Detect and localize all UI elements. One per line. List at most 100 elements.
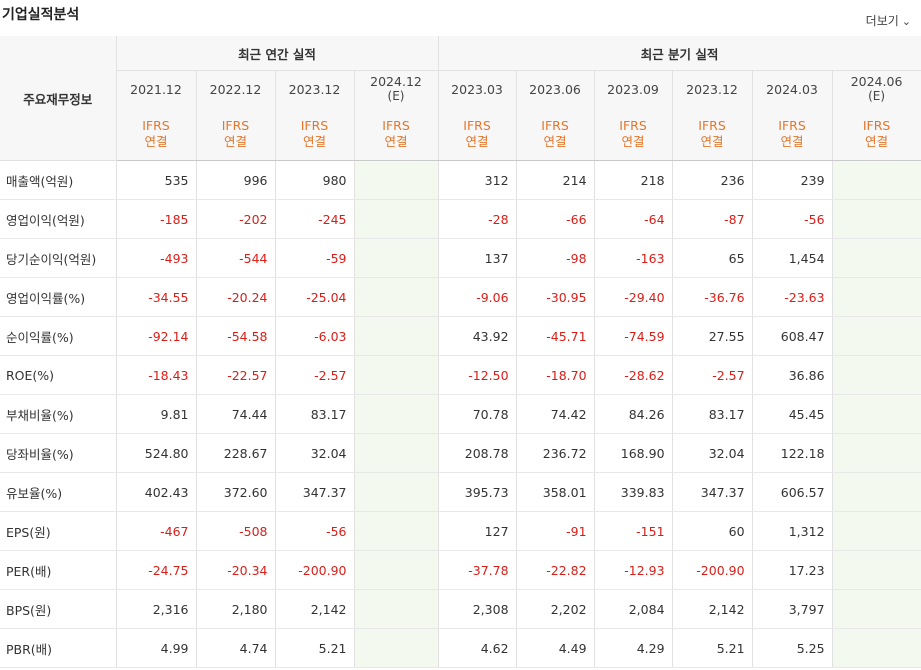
row-label: 영업이익(억원): [0, 199, 117, 239]
table-body: 매출액(억원) 535 996 980 312 214 218 236 239 영업이익(억원) -…: [0, 160, 921, 668]
row-header-label: 주요재무정보: [0, 36, 117, 161]
basis-label: 연결: [780, 133, 804, 149]
value-cell: -22.82: [516, 550, 595, 590]
table-row: 유보율(%) 402.43 372.60 347.37 395.73 358.01 339.…: [0, 472, 921, 512]
basis-label: 연결: [144, 133, 168, 149]
table-row: 매출액(억원) 535 996 980 312 214 218 236 239: [0, 160, 921, 200]
value-cell: -18.43: [116, 355, 197, 395]
value-cell: [832, 355, 921, 395]
value-cell: 524.80: [116, 433, 197, 473]
accounting-standard: IFRS 연결: [438, 107, 517, 161]
row-label: 매출액(억원): [0, 160, 117, 200]
value-cell: [832, 472, 921, 512]
table-row: EPS(원) -467 -508 -56 127 -91 -151 60 1,312: [0, 511, 921, 551]
value-cell: 43.92: [438, 316, 517, 356]
basis-label: 연결: [302, 133, 326, 149]
section-title: 기업실적분석: [2, 7, 80, 23]
value-cell: [832, 316, 921, 356]
period-date-row: 2021.12 2022.12 2023.12 2024.12 (E) 2023.03 20…: [0, 70, 921, 107]
basis-label: 연결: [865, 133, 889, 149]
period-header: 2021.12: [116, 70, 197, 107]
standard-label: IFRS: [382, 117, 410, 133]
value-cell: 358.01: [516, 472, 595, 512]
standard-label: IFRS: [300, 117, 329, 133]
value-cell: 65: [672, 238, 753, 278]
value-cell: 4.62: [438, 628, 517, 668]
value-cell: [354, 238, 439, 278]
value-cell: [832, 628, 921, 668]
standard-label: IFRS: [698, 117, 726, 133]
value-cell: [354, 628, 439, 668]
basis-label: 연결: [223, 133, 247, 149]
value-cell: 535: [116, 160, 197, 200]
value-cell: 372.60: [196, 472, 276, 512]
value-cell: -544: [196, 238, 276, 278]
value-cell: [354, 589, 439, 629]
value-cell: [832, 433, 921, 473]
table-row: 당기순이익(억원) -493 -544 -59 137 -98 -163 65 1,454: [0, 238, 921, 278]
value-cell: 4.74: [196, 628, 276, 668]
value-cell: -20.34: [196, 550, 276, 590]
basis-label: 연결: [384, 133, 408, 149]
period-header: 2023.12: [672, 70, 753, 107]
value-cell: -22.57: [196, 355, 276, 395]
value-cell: 236: [672, 160, 753, 200]
basis-label: 연결: [465, 133, 489, 149]
accounting-standard: IFRS 연결: [275, 107, 355, 161]
value-cell: 83.17: [672, 394, 753, 434]
value-cell: [832, 550, 921, 590]
value-cell: 70.78: [438, 394, 517, 434]
value-cell: 228.67: [196, 433, 276, 473]
value-cell: -18.70: [516, 355, 595, 395]
value-cell: 60: [672, 511, 753, 551]
value-cell: [354, 394, 439, 434]
table-row: PER(배) -24.75 -20.34 -200.90 -37.78 -22.82 -12…: [0, 550, 921, 590]
value-cell: 4.99: [116, 628, 197, 668]
value-cell: -45.71: [516, 316, 595, 356]
table-row: 순이익률(%) -92.14 -54.58 -6.03 43.92 -45.71 -74.5…: [0, 316, 921, 356]
value-cell: -28: [438, 199, 517, 239]
value-cell: [354, 316, 439, 356]
value-cell: -467: [116, 511, 197, 551]
value-cell: 996: [196, 160, 276, 200]
standard-label: IFRS: [142, 117, 170, 133]
value-cell: -92.14: [116, 316, 197, 356]
row-label: 순이익률(%): [0, 316, 117, 356]
row-label: 영업이익률(%): [0, 277, 117, 317]
value-cell: 32.04: [672, 433, 753, 473]
value-cell: -245: [275, 199, 355, 239]
value-cell: 608.47: [752, 316, 833, 356]
table-row: ROE(%) -18.43 -22.57 -2.57 -12.50 -18.70 -28.6…: [0, 355, 921, 395]
value-cell: 2,142: [672, 589, 753, 629]
value-cell: 168.90: [594, 433, 673, 473]
period-header: 2023.09: [594, 70, 673, 107]
value-cell: -2.57: [672, 355, 753, 395]
value-cell: -91: [516, 511, 595, 551]
accounting-standard: IFRS 연결: [594, 107, 673, 161]
value-cell: 84.26: [594, 394, 673, 434]
value-cell: -28.62: [594, 355, 673, 395]
value-cell: -185: [116, 199, 197, 239]
value-cell: [354, 160, 439, 200]
row-label: 유보율(%): [0, 472, 117, 512]
value-cell: -25.04: [275, 277, 355, 317]
value-cell: 74.42: [516, 394, 595, 434]
value-cell: 17.23: [752, 550, 833, 590]
table-row: 영업이익(억원) -185 -202 -245 -28 -66 -64 -87 -56: [0, 199, 921, 239]
period-date: 2024.06: [850, 74, 903, 89]
row-label: 부채비율(%): [0, 394, 117, 434]
value-cell: [832, 589, 921, 629]
basis-label: 연결: [543, 133, 567, 149]
value-cell: 3,797: [752, 589, 833, 629]
value-cell: -98: [516, 238, 595, 278]
value-cell: [354, 472, 439, 512]
row-label: 당좌비율(%): [0, 433, 117, 473]
more-link[interactable]: 더보기 ⌄: [866, 12, 911, 29]
value-cell: 74.44: [196, 394, 276, 434]
estimate-badge: (E): [868, 89, 886, 103]
value-cell: 347.37: [275, 472, 355, 512]
value-cell: 27.55: [672, 316, 753, 356]
value-cell: 122.18: [752, 433, 833, 473]
value-cell: 4.29: [594, 628, 673, 668]
value-cell: 236.72: [516, 433, 595, 473]
